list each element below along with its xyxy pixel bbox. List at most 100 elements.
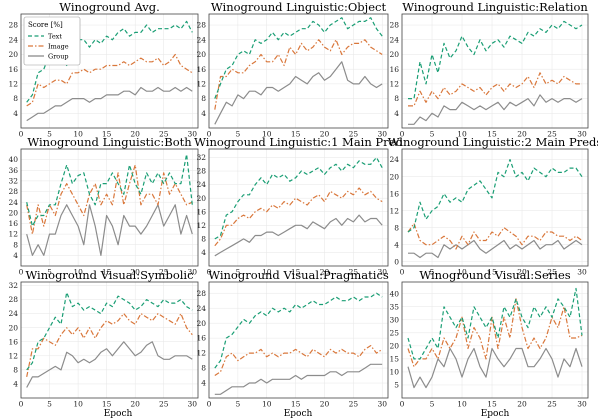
y-tick-label: 16	[196, 207, 206, 216]
y-tick-label: 28	[389, 21, 399, 30]
series-line-group	[26, 204, 193, 256]
plot-frame	[20, 281, 199, 399]
x-axis-label-bottom-middle: Epoch	[284, 409, 313, 419]
x-tick-label: 20	[517, 268, 527, 277]
x-tick-label: 10	[457, 400, 467, 409]
series-line-image	[26, 164, 193, 235]
y-tick-label: 28	[8, 187, 18, 196]
x-tick-label: 30	[577, 130, 587, 139]
x-tick-label: 5	[235, 130, 240, 139]
x-tick-label: 15	[487, 400, 497, 409]
series-line-text	[407, 287, 583, 360]
chart-panel: 0 4 8 12 16 20 24 0 5 10 15 20 25 30 Winoground Lingui…	[388, 135, 598, 277]
y-tick-label: 25	[389, 328, 399, 337]
x-axis-label-bottom-left: Epoch	[104, 409, 133, 419]
y-tick-label: 16	[8, 337, 18, 346]
plot-frame	[20, 13, 199, 129]
series-line-text	[214, 292, 383, 369]
x-tick-label: 30	[577, 400, 587, 409]
chart-title: Winoground Visual:Symbolic	[25, 268, 193, 282]
x-tick-label: 0	[19, 268, 24, 277]
y-tick-label: 8	[201, 94, 206, 103]
y-tick-label: 8	[13, 240, 18, 249]
y-tick-label: 8	[394, 223, 399, 232]
y-tick-label: 4	[13, 251, 18, 260]
y-tick-label: 4	[394, 109, 399, 118]
x-tick-label: 25	[159, 130, 169, 139]
series-line-text	[26, 291, 193, 371]
x-tick-label: 25	[349, 268, 359, 277]
y-tick-label: 16	[196, 65, 206, 74]
y-tick-label: 5	[394, 381, 399, 390]
y-tick-label: 36	[8, 166, 18, 175]
x-tick-label: 0	[400, 400, 405, 409]
legend-label-text: Text	[48, 33, 62, 41]
y-tick-label: 12	[196, 349, 206, 358]
y-tick-label: 8	[394, 94, 399, 103]
x-tick-label: 30	[377, 130, 387, 139]
y-tick-label: 20	[389, 172, 399, 181]
x-tick-label: 5	[430, 400, 435, 409]
x-tick-label: 10	[73, 400, 83, 409]
x-tick-label: 20	[320, 130, 330, 139]
x-tick-label: 15	[487, 268, 497, 277]
y-tick-label: 20	[389, 50, 399, 59]
x-tick-label: 15	[102, 400, 112, 409]
x-tick-label: 25	[159, 268, 169, 277]
series-line-text	[26, 20, 193, 103]
y-tick-label: 12	[8, 230, 18, 239]
series-line-text	[214, 17, 383, 99]
x-tick-label: 10	[262, 400, 272, 409]
y-tick-label: 4	[201, 109, 206, 118]
x-tick-label: 15	[291, 130, 301, 139]
x-tick-label: 15	[102, 268, 112, 277]
plot-frame	[401, 148, 589, 267]
chart-panel: 4 8 12 16 20 24 28 0 5 10 15 20 25 30 Winoground Lingu…	[389, 0, 589, 139]
x-tick-label: 15	[291, 268, 301, 277]
series-line-text	[408, 20, 583, 100]
x-tick-label: 15	[291, 400, 301, 409]
chart-title: Winoground Linguistic:1 Main Pred	[194, 135, 403, 149]
y-tick-label: 24	[389, 35, 399, 44]
y-tick-label: 0	[394, 257, 399, 266]
x-tick-label: 5	[47, 130, 52, 139]
x-tick-label: 30	[577, 268, 587, 277]
y-tick-label: 24	[8, 35, 18, 44]
chart-panel: 4 8 12 16 20 24 28 0 5 10 15 20 25 30 Winoground Lingu…	[196, 0, 389, 139]
y-tick-label: 10	[389, 368, 399, 377]
x-tick-label: 30	[377, 400, 387, 409]
series-line-text	[26, 153, 193, 227]
y-tick-label: 28	[8, 21, 18, 30]
x-tick-label: 30	[188, 400, 198, 409]
y-tick-label: 30	[389, 315, 399, 324]
x-tick-label: 25	[349, 130, 359, 139]
series-line-group	[214, 214, 383, 257]
x-tick-label: 25	[349, 400, 359, 409]
y-tick-label: 12	[389, 79, 399, 88]
x-tick-label: 5	[430, 268, 435, 277]
y-tick-label: 12	[8, 351, 18, 360]
y-tick-label: 4	[201, 248, 206, 257]
chart-title: Winoground Visual:Series	[419, 268, 570, 282]
y-tick-label: 12	[196, 221, 206, 230]
x-tick-label: 30	[377, 268, 387, 277]
x-tick-label: 30	[188, 130, 198, 139]
y-tick-label: 40	[8, 155, 18, 164]
series-line-image	[214, 187, 383, 247]
x-tick-label: 10	[457, 268, 467, 277]
y-tick-label: 20	[8, 208, 18, 217]
chart-title: Winoground Linguistic:Object	[211, 0, 387, 14]
series-line-group	[408, 94, 583, 125]
x-tick-label: 15	[102, 130, 112, 139]
y-tick-label: 16	[8, 219, 18, 228]
chart-panel: 4 8 12 16 20 24 28 32 0 5 10 15 20 25 30 Winoground Lin…	[194, 135, 403, 277]
plot-frame	[208, 281, 389, 399]
series-line-image	[408, 72, 582, 107]
y-tick-label: 20	[8, 323, 18, 332]
x-tick-label: 25	[547, 400, 557, 409]
x-tick-label: 20	[320, 400, 330, 409]
